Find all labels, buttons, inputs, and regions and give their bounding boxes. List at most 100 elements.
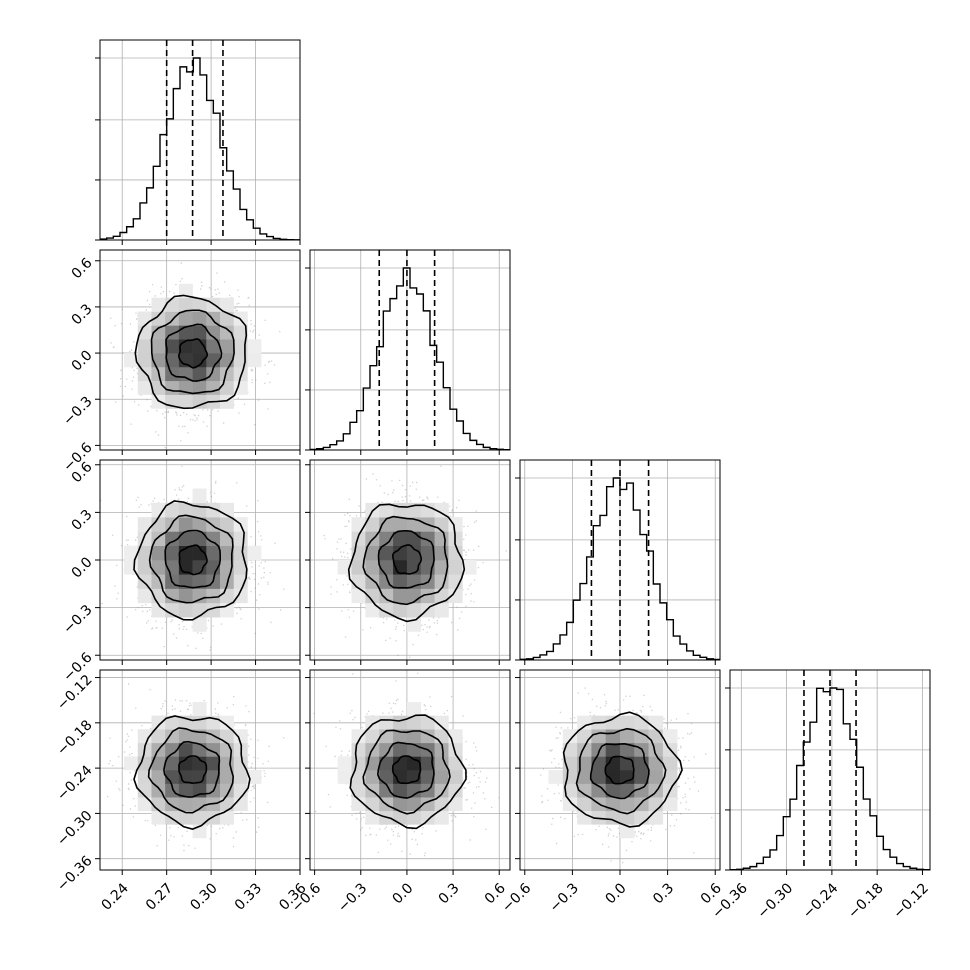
density-cell (233, 574, 248, 589)
density-cell (379, 742, 394, 757)
density-cell (178, 602, 193, 618)
contour-3-0-0 (178, 755, 208, 785)
contour-3-1-3 (349, 714, 467, 830)
density-cell (192, 797, 207, 812)
density-cell (365, 517, 380, 532)
density-cell (448, 517, 463, 532)
contour-1-0-1 (165, 323, 223, 382)
density-cell (192, 617, 207, 632)
density-cell (233, 770, 248, 784)
density-cell (406, 602, 422, 618)
x-tick-label: −0.18 (845, 880, 887, 922)
density-cell (220, 366, 235, 382)
density-cell (192, 756, 207, 771)
y-tick-label: −0.3 (60, 394, 95, 429)
density-cell (178, 297, 193, 312)
density-cell (365, 797, 380, 812)
density-cell (206, 810, 221, 825)
x-tick-label: −0.6 (499, 880, 534, 915)
density-cell (137, 339, 152, 354)
density-cell (351, 770, 366, 784)
density-cell (365, 588, 380, 604)
density-cell (151, 325, 166, 340)
density-cell (178, 588, 193, 604)
density-cell (124, 756, 139, 771)
density-cell (634, 729, 649, 744)
density-cell (406, 810, 422, 825)
density-cell (365, 715, 380, 730)
density-cell (351, 783, 366, 798)
y-tick-label: 0.0 (69, 554, 96, 581)
scatter-points-2-0 (100, 465, 285, 651)
density-cell (620, 797, 635, 812)
density-cell (151, 797, 166, 812)
panel-frame-1-0 (99, 249, 301, 451)
density-cell (420, 810, 435, 825)
density-cell (634, 783, 649, 798)
density-cell (192, 488, 207, 504)
panel-frame-3-3 (729, 669, 931, 871)
density-cell (577, 797, 592, 812)
density-cell (351, 729, 366, 744)
density-cell (648, 770, 664, 784)
contour-3-1-0 (391, 755, 422, 785)
density-cell (151, 560, 166, 575)
density-cell (165, 742, 180, 757)
contour-2-0-0 (178, 544, 208, 576)
density-cell (192, 560, 207, 575)
density-cell (648, 797, 664, 812)
density-cell (165, 588, 180, 604)
contour-2-1-0 (391, 544, 423, 575)
density-cell (620, 742, 635, 757)
density-cell (379, 517, 394, 532)
density-cell (406, 545, 422, 561)
density-cell (247, 353, 262, 368)
density-cell (220, 517, 235, 532)
density-cell (434, 742, 449, 757)
density-cell (393, 602, 408, 618)
density-cell (233, 729, 248, 744)
density-cell (220, 810, 235, 825)
density-cell (206, 545, 221, 561)
contour-1-0-0 (177, 338, 209, 369)
density-cell (365, 560, 380, 575)
density-cell (393, 531, 408, 547)
density-cell (434, 502, 449, 518)
density-cell (406, 715, 422, 730)
density-cell (591, 783, 607, 798)
density-cell (137, 531, 152, 547)
density-cell (165, 715, 180, 730)
density-cell (365, 729, 380, 744)
density-cell (220, 297, 235, 312)
panel-frame-3-1 (309, 669, 511, 871)
density-cell (220, 545, 235, 561)
density-cell (393, 783, 408, 798)
density-cell (178, 311, 193, 326)
density-cell (165, 297, 180, 312)
density-cell (393, 756, 408, 771)
density-cell (577, 783, 592, 798)
density-cell (406, 756, 422, 771)
density-cell (151, 756, 166, 771)
density-cell (434, 531, 449, 547)
density-cell (151, 770, 166, 784)
scatter-panel-3-2 (520, 670, 720, 870)
density-cell (562, 729, 578, 744)
x-tick-label: 0.27 (143, 880, 176, 913)
density-cell (247, 770, 262, 784)
density-cell (233, 380, 248, 395)
density-cell (178, 502, 193, 518)
density-cell (605, 742, 621, 757)
density-cell (192, 702, 207, 716)
density-cell (220, 770, 235, 784)
density-cell (165, 502, 180, 518)
density-cell (220, 588, 235, 604)
density-cell (351, 517, 366, 532)
panel-frame-0-0 (99, 39, 301, 241)
density-cell (351, 742, 366, 757)
density-cell (365, 810, 380, 825)
density-cell (192, 531, 207, 547)
contour-3-0-3 (133, 715, 251, 830)
density-cell (393, 517, 408, 532)
